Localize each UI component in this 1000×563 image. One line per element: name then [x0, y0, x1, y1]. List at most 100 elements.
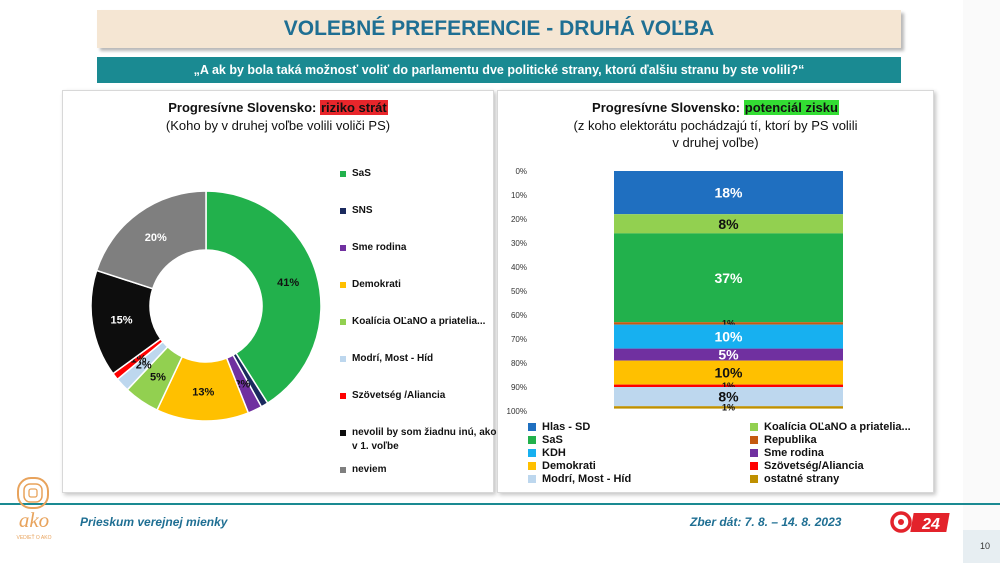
right-chart-subtitle-1: (z koho elektorátu pochádzajú tí, ktorí …	[573, 118, 858, 133]
legend-swatch	[340, 356, 346, 362]
bar-segment-1	[614, 214, 843, 234]
legend-label: Modrí, Most - Híd	[542, 473, 632, 485]
y-tick-label: 60%	[511, 311, 527, 320]
bar-legend-item-9: ostatné strany	[750, 473, 839, 485]
y-tick-label: 100%	[507, 407, 527, 416]
legend-swatch	[528, 462, 536, 470]
legend-swatch	[340, 208, 346, 214]
legend-swatch	[340, 393, 346, 399]
legend-swatch	[340, 319, 346, 325]
donut-label-3: 13%	[192, 386, 214, 398]
legend-label: Sme rodina	[764, 447, 824, 459]
right-chart-card: Progresívne Slovensko: potenciál zisku (…	[497, 90, 934, 493]
bar-segment-4	[614, 324, 843, 349]
donut-chart: 41%2%13%5%2%1%15%20%	[90, 190, 322, 422]
left-title-highlight: riziko strát	[319, 100, 388, 115]
bar-legend-item-7: Szövetség/Aliancia	[750, 460, 864, 472]
legend-swatch	[340, 245, 346, 251]
bar-legend-item-4: KDH	[528, 447, 566, 459]
title-banner: VOLEBNÉ PREFERENCIE - DRUHÁ VOĽBA	[97, 10, 901, 48]
donut-slice-8	[95, 190, 207, 290]
bar-label-6: 10%	[714, 365, 743, 381]
legend-item-6: Szövetség /Aliancia	[340, 389, 500, 403]
bar-segment-5	[614, 348, 843, 361]
donut-label-7: 15%	[111, 314, 133, 326]
legend-swatch	[750, 475, 758, 483]
legend-item-1: SNS	[340, 204, 500, 218]
donut-label-5: 2%	[136, 360, 152, 372]
legend-swatch	[528, 436, 536, 444]
legend-swatch	[528, 423, 536, 431]
legend-swatch	[750, 449, 758, 457]
legend-label: ostatné strany	[764, 473, 840, 485]
bar-segment-6	[614, 360, 843, 385]
legend-label: Modrí, Most - Híd	[352, 353, 434, 364]
bar-label-1: 8%	[718, 216, 739, 232]
stacked-bar-chart: 0% 10% 20% 30% 40% 50% 60% 70% 80% 90% 100% 18% 8% 37…	[507, 167, 843, 416]
legend-swatch	[528, 449, 536, 457]
bar-label-0: 18%	[714, 185, 743, 201]
donut-label-0: 41%	[277, 277, 299, 289]
legend-label: SaS	[352, 168, 371, 179]
bar-label-5: 5%	[718, 347, 739, 363]
bar-legend-item-8: Modrí, Most - Híd	[528, 473, 631, 485]
bar-legend-item-2: SaS	[528, 434, 563, 446]
legend-item-0: SaS	[340, 167, 500, 181]
legend-label: neviem	[352, 464, 387, 475]
legend-item-8: neviem	[340, 463, 500, 477]
bar-label-7: 1%	[722, 381, 735, 391]
bar-segment-3	[614, 322, 843, 325]
tv-logo: 24	[890, 511, 950, 533]
y-tick-label: 50%	[511, 287, 527, 296]
bar-label-8: 8%	[718, 389, 739, 405]
y-tick-label: 70%	[511, 335, 527, 344]
ako-logo: ako VEDIEŤ O AKO	[16, 477, 52, 541]
bar-label-9: 1%	[722, 402, 735, 412]
question-text: „A ak by bola taká možnosť voliť do parl…	[193, 63, 805, 77]
right-title-prefix: Progresívne Slovensko:	[592, 100, 744, 115]
legend-item-4: Koalícia OĽaNO a priatelia...	[340, 315, 500, 329]
legend-swatch	[340, 171, 346, 177]
bar-segment-7	[614, 384, 843, 387]
legend-swatch	[340, 430, 346, 436]
right-margin	[963, 0, 1000, 563]
right-chart-title: Progresívne Slovensko: potenciál zisku	[498, 99, 933, 116]
bar-segment-0	[614, 171, 843, 215]
bar-segment-9	[614, 406, 843, 409]
bar-label-3: 1%	[722, 318, 735, 328]
legend-label: Hlas - SD	[542, 421, 591, 433]
bar-legend-item-6: Demokrati	[528, 460, 596, 472]
question-bar: „A ak by bola taká možnosť voliť do parl…	[97, 57, 901, 83]
y-tick-label: 80%	[511, 359, 527, 368]
legend-label: Koalícia OĽaNO a priatelia...	[764, 421, 911, 433]
donut-slice-0	[205, 190, 322, 405]
left-chart-title: Progresívne Slovensko: riziko strát	[63, 99, 493, 116]
tv-logo-text: 24	[921, 516, 940, 533]
bar-legend-item-3: Republika	[750, 434, 817, 446]
legend-label: KDH	[542, 447, 566, 459]
bar-legend-item-5: Sme rodina	[750, 447, 824, 459]
bar-segment-2	[614, 233, 843, 323]
left-chart-card: Progresívne Slovensko: riziko strát (Koh…	[62, 90, 496, 493]
bar-legend-item-0: Hlas - SD	[528, 421, 590, 433]
legend-label: Republika	[764, 434, 817, 446]
legend-label: SNS	[352, 205, 373, 216]
logo-text: ako	[19, 508, 49, 532]
donut-label-4: 5%	[150, 372, 166, 384]
y-tick-label: 0%	[515, 167, 527, 176]
page-number: 10	[980, 541, 991, 551]
donut-label-8: 20%	[145, 232, 167, 244]
bar-segment-8	[614, 387, 843, 407]
legend-swatch	[340, 282, 346, 288]
logo-tagline: VEDIEŤ O AKO	[16, 533, 51, 541]
survey-label: Prieskum verejnej mienky	[80, 515, 228, 529]
bar-legend-item-1: Koalícia OĽaNO a priatelia...	[750, 421, 911, 433]
legend-swatch	[340, 467, 346, 473]
legend-swatch	[750, 462, 758, 470]
legend-label: Szövetség/Aliancia	[764, 460, 864, 472]
legend-item-2: Sme rodina	[340, 241, 500, 255]
legend-item-3: Demokrati	[340, 278, 500, 292]
y-tick-label: 90%	[511, 383, 527, 392]
legend-label: SaS	[542, 434, 563, 446]
legend-label: Koalícia OĽaNO a priatelia...	[352, 316, 486, 327]
